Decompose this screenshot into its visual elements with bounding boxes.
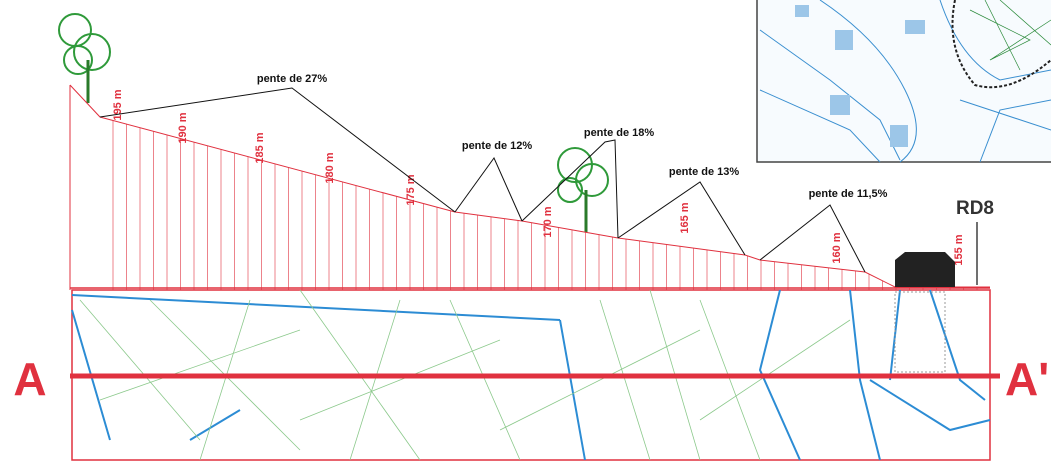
slope-label: pente de 18% (584, 127, 655, 139)
ground-line (69, 84, 990, 288)
elevation-label: 155 m (953, 234, 965, 265)
elevation-label: 165 m (679, 202, 691, 233)
elevation-label: 195 m (112, 89, 124, 120)
slope-label: pente de 11,5% (809, 188, 888, 200)
slope-line (521, 139, 619, 239)
elevation-label: 175 m (405, 174, 417, 205)
road-label: RD8 (956, 198, 994, 219)
building (895, 252, 955, 287)
elevation-label: 180 m (324, 152, 336, 183)
slope-line (454, 157, 523, 222)
slope-line (617, 181, 746, 256)
elevation-label: 160 m (831, 232, 843, 263)
section-end: A' (1005, 353, 1049, 405)
slope-label: pente de 27% (257, 73, 328, 85)
slope-label: pente de 12% (462, 140, 533, 152)
slope-line (759, 204, 866, 273)
plan-strip (70, 289, 1000, 461)
location-map (756, 0, 1051, 163)
section-start: A (13, 353, 46, 405)
elevation-label: 185 m (254, 132, 266, 163)
trees (58, 13, 609, 232)
elevation-label: 170 m (542, 206, 554, 237)
slope-label: pente de 13% (669, 166, 740, 178)
elevation-label: 190 m (177, 112, 189, 143)
terrain-profile: 195 m 190 m 185 m 180 m 175 m 170 m 165 m 160 m… (69, 73, 990, 290)
slope-line (99, 87, 456, 213)
